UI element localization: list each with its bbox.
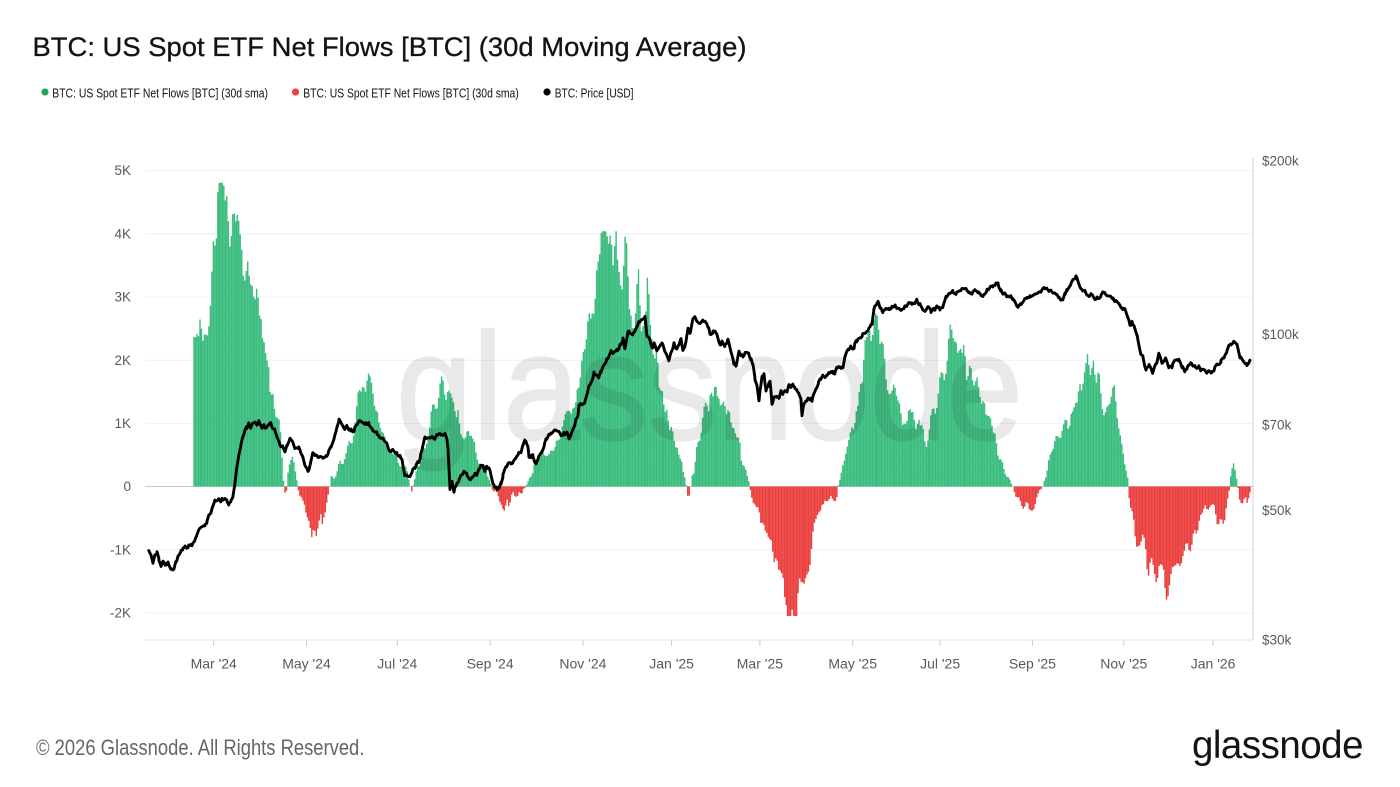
svg-text:BTC: US Spot ETF Net Flows [BT: BTC: US Spot ETF Net Flows [BTC] (30d Mo… bbox=[33, 32, 747, 62]
svg-text:$100k: $100k bbox=[1262, 327, 1299, 342]
svg-text:1K: 1K bbox=[114, 416, 131, 431]
svg-text:-1K: -1K bbox=[110, 542, 131, 557]
svg-text:BTC: Price [USD]: BTC: Price [USD] bbox=[555, 85, 634, 100]
svg-text:Nov '24: Nov '24 bbox=[559, 656, 606, 672]
svg-text:5K: 5K bbox=[114, 163, 131, 178]
svg-text:$200k: $200k bbox=[1262, 153, 1299, 168]
svg-text:Mar '24: Mar '24 bbox=[191, 656, 237, 672]
svg-text:Jul '24: Jul '24 bbox=[377, 656, 417, 672]
svg-text:0: 0 bbox=[123, 479, 131, 494]
svg-text:$50k: $50k bbox=[1262, 503, 1292, 518]
svg-text:Mar '25: Mar '25 bbox=[737, 656, 783, 672]
svg-text:$30k: $30k bbox=[1262, 632, 1292, 647]
svg-text:Nov '25: Nov '25 bbox=[1100, 656, 1147, 672]
svg-text:Sep '24: Sep '24 bbox=[467, 656, 514, 672]
svg-text:Jan '26: Jan '26 bbox=[1191, 656, 1236, 672]
svg-text:BTC: US Spot ETF Net Flows [BT: BTC: US Spot ETF Net Flows [BTC] (30d sm… bbox=[52, 85, 268, 100]
svg-text:$70k: $70k bbox=[1262, 418, 1292, 433]
svg-text:© 2026 Glassnode. All Rights R: © 2026 Glassnode. All Rights Reserved. bbox=[36, 735, 364, 760]
svg-text:Jan '25: Jan '25 bbox=[649, 656, 694, 672]
svg-text:BTC: US Spot ETF Net Flows [BT: BTC: US Spot ETF Net Flows [BTC] (30d sm… bbox=[303, 85, 519, 100]
svg-text:glassnode: glassnode bbox=[1192, 724, 1363, 767]
svg-text:4K: 4K bbox=[114, 226, 131, 241]
svg-text:glassnode: glassnode bbox=[396, 302, 1023, 472]
svg-text:-2K: -2K bbox=[110, 606, 131, 621]
svg-text:Jul '25: Jul '25 bbox=[920, 656, 960, 672]
svg-text:2K: 2K bbox=[114, 353, 131, 368]
svg-text:May '24: May '24 bbox=[282, 656, 331, 672]
svg-text:May '25: May '25 bbox=[828, 656, 877, 672]
svg-text:Sep '25: Sep '25 bbox=[1009, 656, 1056, 672]
svg-text:3K: 3K bbox=[114, 290, 131, 305]
